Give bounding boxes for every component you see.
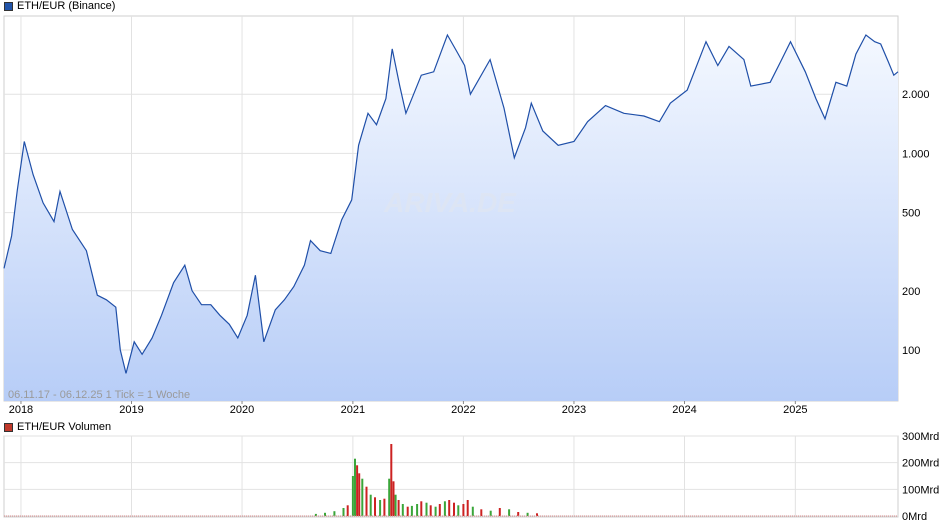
volume-bar bbox=[489, 510, 492, 516]
volume-bar bbox=[351, 476, 354, 516]
x-tick-label: 2024 bbox=[672, 404, 696, 416]
volume-bar bbox=[397, 500, 400, 516]
volume-bar bbox=[410, 505, 413, 516]
volume-grid bbox=[4, 435, 898, 517]
watermark-text: ARIVA.DE bbox=[383, 187, 517, 218]
volume-bar bbox=[379, 500, 382, 516]
volume-bar bbox=[383, 498, 386, 516]
volume-y-tick-label: 200Mrd bbox=[902, 458, 939, 470]
footnote-range: 06.11.17 - 06.12.25 1 Tick = 1 Woche bbox=[8, 389, 190, 401]
volume-bars bbox=[314, 444, 538, 516]
volume-bar bbox=[416, 504, 419, 516]
main-x-axis: 2018 2019 2020 2021 2022 2023 2024 2025 bbox=[9, 401, 808, 416]
volume-bar bbox=[361, 478, 364, 516]
volume-bar bbox=[526, 512, 529, 516]
volume-bar bbox=[406, 506, 409, 516]
y-tick-label: 200 bbox=[902, 286, 920, 298]
volume-bar bbox=[443, 501, 446, 516]
volume-bar bbox=[429, 505, 432, 516]
volume-bar bbox=[434, 506, 437, 516]
volume-bar bbox=[457, 505, 460, 516]
y-tick-label: 100 bbox=[902, 345, 920, 357]
volume-bar bbox=[374, 497, 376, 516]
volume-y-tick-label: 0Mrd bbox=[902, 511, 927, 523]
y-tick-label: 500 bbox=[902, 208, 920, 220]
volume-bar bbox=[401, 504, 404, 516]
volume-bar bbox=[392, 481, 395, 516]
price-area-fill bbox=[4, 35, 898, 401]
volume-bar bbox=[517, 512, 520, 516]
volume-bar bbox=[365, 486, 368, 516]
volume-bar bbox=[394, 494, 397, 516]
volume-bar bbox=[420, 501, 423, 516]
x-tick-label: 2020 bbox=[230, 404, 254, 416]
volume-bar bbox=[358, 473, 361, 516]
volume-bar bbox=[498, 508, 501, 516]
volume-bar bbox=[342, 508, 345, 516]
volume-bar bbox=[453, 502, 455, 516]
y-tick-label: 2.000 bbox=[902, 89, 930, 101]
x-tick-label: 2019 bbox=[119, 404, 143, 416]
main-legend-label: ETH/EUR (Binance) bbox=[17, 0, 116, 12]
volume-bar bbox=[462, 504, 465, 516]
volume-legend: ETH/EUR Volumen bbox=[4, 421, 111, 433]
x-tick-label: 2021 bbox=[341, 404, 365, 416]
volume-bar bbox=[354, 458, 356, 516]
volume-bar bbox=[425, 502, 428, 516]
x-tick-label: 2023 bbox=[562, 404, 586, 416]
volume-bar bbox=[333, 511, 336, 516]
volume-bar bbox=[390, 444, 393, 516]
x-tick-label: 2022 bbox=[451, 404, 475, 416]
volume-bar bbox=[448, 500, 451, 516]
volume-y-tick-label: 100Mrd bbox=[902, 484, 939, 496]
volume-bar bbox=[314, 513, 317, 516]
volume-bar bbox=[324, 512, 326, 516]
main-legend-swatch bbox=[4, 1, 13, 11]
price-line bbox=[3, 33, 899, 374]
volume-bar bbox=[369, 494, 372, 516]
y-tick-label: 1.000 bbox=[902, 148, 930, 160]
volume-y-axis: 0Mrd 100Mrd 200Mrd 300Mrd bbox=[902, 431, 939, 523]
main-legend: ETH/EUR (Binance) bbox=[4, 0, 115, 12]
volume-y-tick-label: 300Mrd bbox=[902, 431, 939, 443]
volume-bar bbox=[536, 513, 538, 516]
volume-bar bbox=[471, 506, 474, 516]
volume-bar bbox=[438, 504, 441, 516]
x-tick-label: 2018 bbox=[9, 404, 33, 416]
volume-bar bbox=[466, 500, 469, 516]
volume-bar bbox=[508, 509, 511, 516]
volume-bar bbox=[480, 509, 483, 516]
main-y-axis: 100 200 500 1.000 2.000 bbox=[902, 89, 930, 357]
volume-plot-frame bbox=[3, 435, 899, 518]
volume-legend-label: ETH/EUR Volumen bbox=[17, 421, 112, 433]
volume-bar bbox=[356, 465, 359, 516]
volume-bar bbox=[388, 478, 391, 516]
x-tick-label: 2025 bbox=[783, 404, 807, 416]
volume-bar bbox=[346, 505, 349, 516]
volume-legend-swatch bbox=[4, 422, 13, 432]
